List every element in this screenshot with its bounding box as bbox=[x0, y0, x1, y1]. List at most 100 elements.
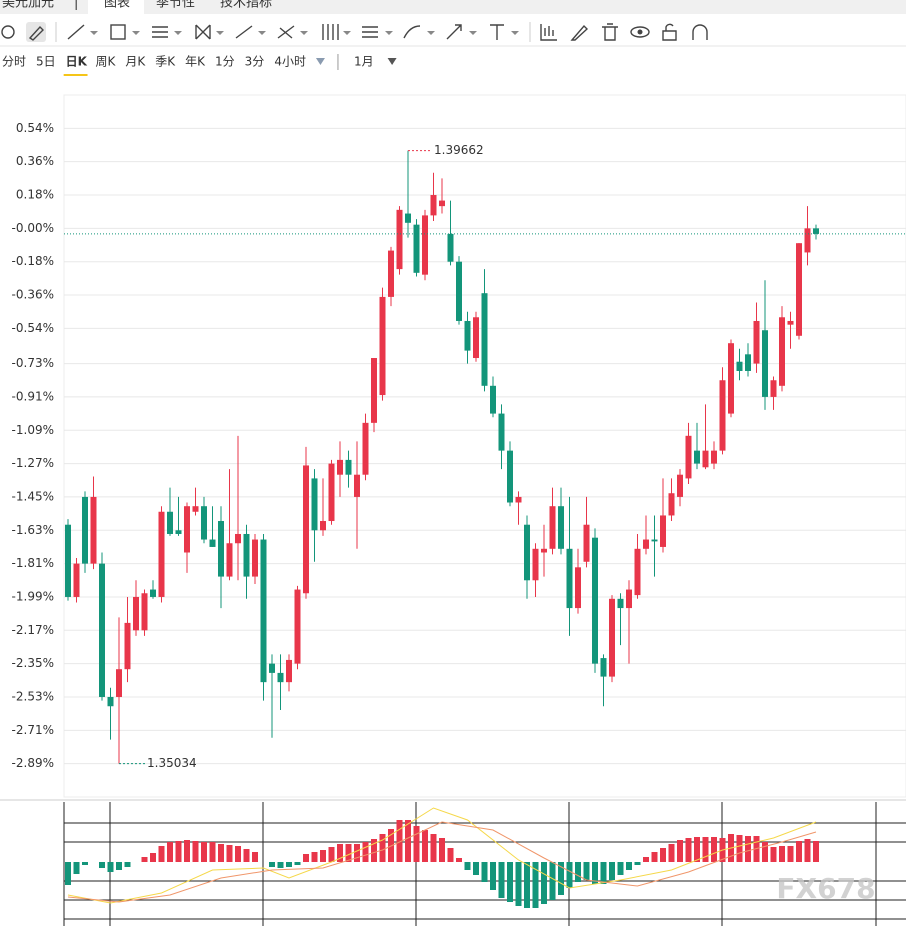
icon[interactable] bbox=[540, 24, 557, 41]
macd-bar bbox=[320, 850, 326, 862]
period-option[interactable]: 周K bbox=[96, 55, 117, 69]
macd-bar bbox=[566, 862, 573, 888]
dropdown-arrow[interactable] bbox=[387, 58, 397, 65]
icon[interactable] bbox=[195, 24, 211, 40]
period-option[interactable]: 年K bbox=[185, 55, 206, 69]
candle-body bbox=[813, 228, 819, 234]
dropdown-arrows[interactable] bbox=[90, 31, 519, 35]
macd-bar bbox=[609, 862, 615, 880]
y-tick-label: -1.27% bbox=[12, 456, 54, 470]
icon[interactable] bbox=[235, 25, 253, 39]
candlestick-chart: 0.54% 0.36% 0.18% -0.00% -0.18% -0.36% -0.54% -… bbox=[12, 121, 906, 770]
candle-body bbox=[354, 474, 360, 497]
icon[interactable] bbox=[28, 25, 44, 41]
macd-bar bbox=[379, 834, 386, 862]
macd-bar bbox=[209, 842, 216, 862]
icon[interactable] bbox=[110, 24, 126, 40]
low-annotation: 1.35034 bbox=[147, 756, 197, 770]
period-option[interactable]: 日K bbox=[66, 55, 88, 69]
macd-bar bbox=[294, 862, 301, 865]
icon[interactable] bbox=[490, 24, 504, 40]
macd-bar bbox=[583, 862, 590, 880]
icon[interactable] bbox=[630, 26, 650, 38]
candle-body bbox=[515, 496, 522, 503]
active-tab-bg bbox=[88, 0, 144, 14]
icon[interactable] bbox=[1, 25, 15, 39]
candle-body bbox=[90, 496, 97, 564]
macd-bar bbox=[362, 842, 369, 862]
macd-bar bbox=[328, 847, 335, 862]
candle-body bbox=[541, 548, 547, 553]
candle-body bbox=[787, 320, 794, 325]
candle-body bbox=[668, 493, 675, 516]
macd-bar bbox=[549, 862, 556, 900]
macd-bar bbox=[464, 862, 471, 870]
candle-body bbox=[209, 539, 216, 547]
period-option[interactable]: 4小时 bbox=[274, 55, 306, 69]
icon[interactable] bbox=[322, 24, 339, 40]
range-option[interactable]: 1月 bbox=[354, 55, 374, 69]
candle-body bbox=[413, 224, 420, 273]
period-option[interactable]: 3分 bbox=[245, 55, 265, 69]
macd-bar bbox=[498, 862, 505, 898]
y-tick-label: -0.36% bbox=[12, 288, 54, 302]
period-option[interactable]: 季K bbox=[155, 55, 176, 69]
macd-bar bbox=[456, 858, 462, 862]
macd-bar bbox=[490, 862, 496, 890]
candle-body bbox=[158, 511, 165, 597]
candle-body bbox=[549, 506, 556, 549]
macd-bar bbox=[736, 835, 743, 862]
candle-body bbox=[643, 539, 649, 549]
icon[interactable] bbox=[67, 24, 85, 40]
macd-bar bbox=[337, 844, 343, 862]
y-tick-label: -0.54% bbox=[12, 321, 54, 335]
separator: | bbox=[74, 0, 78, 11]
macd-bar bbox=[243, 849, 250, 862]
icon[interactable] bbox=[662, 23, 677, 41]
candle-body bbox=[328, 463, 335, 522]
candle-body bbox=[252, 539, 258, 577]
period-option[interactable]: 1分 bbox=[215, 55, 235, 69]
macd-bar bbox=[804, 839, 811, 862]
period-underline bbox=[63, 74, 88, 76]
icon[interactable] bbox=[602, 23, 618, 41]
icon[interactable] bbox=[403, 25, 421, 39]
tab[interactable]: 美元加元 bbox=[2, 0, 54, 11]
period-option[interactable]: 分时 bbox=[2, 55, 26, 69]
macd-bar bbox=[685, 838, 692, 862]
icon[interactable] bbox=[637, 29, 643, 35]
candle-body bbox=[609, 598, 615, 677]
dropdown-arrow[interactable] bbox=[315, 58, 325, 65]
macd-bar bbox=[73, 862, 80, 874]
macd-line bbox=[67, 821, 817, 903]
icon[interactable] bbox=[152, 26, 168, 38]
period-option[interactable]: 5日 bbox=[36, 55, 56, 69]
macd-bar bbox=[439, 838, 445, 862]
candle-body bbox=[779, 317, 785, 386]
macd-bar bbox=[286, 862, 292, 867]
icon[interactable] bbox=[692, 24, 708, 40]
macd-bar bbox=[515, 862, 522, 906]
icon[interactable] bbox=[362, 26, 378, 38]
icon[interactable] bbox=[570, 24, 589, 41]
macd-bar bbox=[116, 862, 122, 870]
candle-body bbox=[439, 200, 445, 207]
icon[interactable] bbox=[446, 24, 462, 40]
y-tick-label: 0.18% bbox=[16, 188, 54, 202]
candle-body bbox=[558, 506, 564, 549]
tab[interactable]: 技术指标 bbox=[220, 0, 272, 11]
y-tick-label: -2.53% bbox=[12, 689, 54, 703]
candle-body bbox=[464, 320, 471, 351]
macd-bar bbox=[617, 862, 624, 875]
macd-bar bbox=[65, 862, 71, 885]
icon[interactable] bbox=[277, 25, 295, 39]
macd-bar bbox=[762, 842, 768, 862]
candle-body bbox=[626, 589, 632, 609]
tab[interactable]: 图表 bbox=[104, 0, 130, 11]
period-option[interactable]: 月K bbox=[125, 55, 146, 69]
candle-body bbox=[736, 361, 743, 371]
macd-bar bbox=[345, 844, 352, 862]
candle-body bbox=[235, 533, 241, 544]
macd-bar bbox=[124, 862, 131, 867]
tab[interactable]: 季节性 bbox=[156, 0, 195, 11]
